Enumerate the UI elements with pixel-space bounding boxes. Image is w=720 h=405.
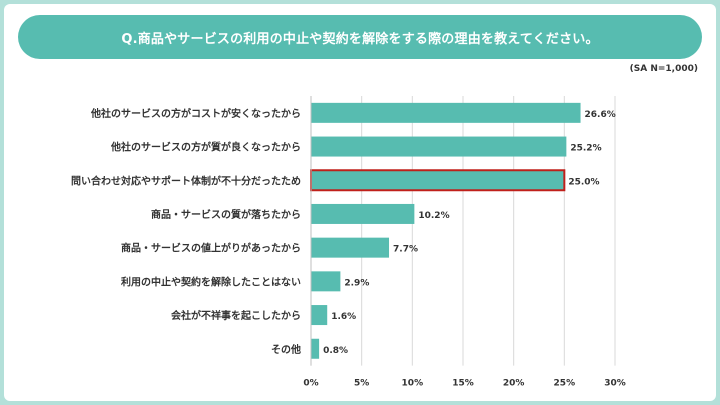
category-label: その他 <box>271 343 301 356</box>
x-tick-label: 20% <box>503 379 525 389</box>
chart-card <box>4 4 716 401</box>
x-tick-label: 0% <box>303 379 318 389</box>
value-label: 10.2% <box>418 211 449 221</box>
value-label: 1.6% <box>331 312 356 322</box>
bar <box>311 271 341 292</box>
category-label: 商品・サービスの値上がりがあったから <box>121 242 301 255</box>
x-tick-label: 10% <box>402 379 424 389</box>
category-label: 他社のサービスの方がコストが安くなったから <box>90 107 301 120</box>
bar <box>311 237 390 258</box>
sample-size-note: (SA N=1,000) <box>629 64 698 74</box>
category-label: 問い合わせ対応やサポート体制が不十分だったため <box>71 174 301 187</box>
category-label: 利用の中止や契約を解除したことはない <box>121 275 301 288</box>
bar <box>311 338 320 359</box>
bar <box>311 136 567 157</box>
x-tick-label: 5% <box>354 379 369 389</box>
x-tick-label: 30% <box>604 379 626 389</box>
value-label: 25.2% <box>570 144 601 154</box>
value-label: 26.6% <box>585 110 616 120</box>
question-title: Q.商品やサービスの利用の中止や契約を解除をする際の理由を教えてください。 <box>18 15 702 59</box>
value-label: 2.9% <box>344 278 369 288</box>
value-label: 7.7% <box>393 245 418 255</box>
bar <box>311 305 328 326</box>
x-tick-label: 25% <box>554 379 576 389</box>
value-label: 25.0% <box>568 177 599 187</box>
bar <box>311 102 581 123</box>
value-label: 0.8% <box>323 346 348 356</box>
bar <box>311 203 415 224</box>
category-label: 商品・サービスの質が落ちたから <box>151 208 301 221</box>
category-label: 他社のサービスの方が質が良くなったから <box>110 141 301 154</box>
bar-highlighted <box>310 169 566 192</box>
category-label: 会社が不祥事を起こしたから <box>171 309 301 322</box>
x-tick-label: 15% <box>452 379 474 389</box>
